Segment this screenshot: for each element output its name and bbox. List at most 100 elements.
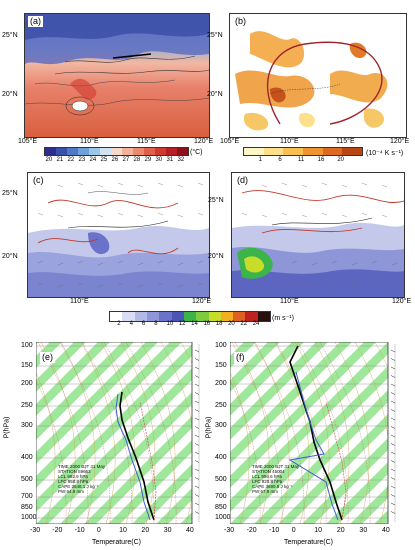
pticksE-label: 1000 — [21, 514, 37, 521]
tticksF-label: -30 — [224, 527, 235, 534]
cbarB-swatch — [263, 148, 284, 155]
tticksE-label: -30 — [30, 527, 41, 534]
panel-c: (c) — [27, 172, 210, 298]
cbarA-swatch — [89, 148, 100, 155]
cbarCD-label: 4 — [129, 321, 133, 327]
panel-f-skewt — [229, 341, 396, 525]
infoF-line: CAPE 3690.8 J kg⁻¹ — [252, 484, 293, 489]
cbarB-label: 16 — [317, 157, 325, 163]
panel-b-label: (b) — [233, 16, 248, 27]
cbarCD-swatch — [159, 312, 172, 321]
tticksF-label: 20 — [336, 527, 345, 534]
panel-e-ylabel: P(hPa) — [3, 416, 11, 439]
infoE-line: LFC 950.8 hPa — [58, 479, 89, 484]
infoF-line: PW 67.9 mm — [252, 489, 279, 494]
lon-120-b: 120°E — [390, 138, 410, 145]
infoF-line: LFC 920.8 hPa — [252, 479, 283, 484]
lat-20-b: 20°N — [207, 91, 223, 98]
panel-a-label: (a) — [28, 16, 43, 27]
colorbar-cd-unit: (m s⁻¹) — [272, 315, 294, 322]
infoF-line: TIME 2000 BJT 31 May — [252, 464, 300, 469]
pticksF-label: 850 — [215, 504, 227, 511]
tticksE-label: 30 — [163, 527, 172, 534]
cbarB-swatch — [342, 148, 363, 155]
lon-115-a: 115°E — [137, 138, 156, 145]
lat-20-a: 20°N — [2, 91, 18, 98]
cbarB-label: 20 — [337, 157, 345, 163]
infoE-line: CAPE 2548.1 J kg⁻¹ — [58, 484, 99, 489]
cbarA-label: 30 — [155, 157, 163, 163]
pticksF-label: 1000 — [215, 514, 231, 521]
tticksF-label: 40 — [382, 527, 390, 534]
tticksE-label: 20 — [141, 527, 150, 534]
pticksF-label: 250 — [215, 402, 227, 409]
tticksF-label: -20 — [246, 527, 257, 534]
lon-105-b: 105°E — [220, 138, 240, 145]
panel-a: (a) — [24, 13, 210, 138]
tticksF-label: 0 — [291, 527, 296, 534]
colorbar-a-unit: (°C) — [190, 149, 203, 156]
pticksE-label: 500 — [21, 476, 33, 483]
lat-25-c: 25°N — [2, 190, 18, 197]
colorbar-cd — [109, 311, 271, 322]
cbarA-label: 22 — [67, 157, 75, 163]
lon-120-d: 120°E — [392, 298, 412, 305]
cbarCD-label: 24 — [252, 321, 260, 327]
lat-20-d: 20°N — [208, 253, 224, 260]
pticksE-label: 300 — [21, 422, 33, 429]
cbarCD-label: 16 — [203, 321, 211, 327]
pticksF-label: 700 — [215, 493, 227, 500]
cbarCD-swatch — [208, 312, 221, 321]
cbarCD-label: 20 — [228, 321, 235, 327]
cbarA-label: 21 — [56, 157, 64, 163]
lon-115-b: 115°E — [336, 138, 355, 145]
cbarA-swatch — [122, 148, 133, 155]
cbarA-swatch — [133, 148, 144, 155]
panel-e-skewt — [35, 341, 200, 525]
cbarCD-swatch — [220, 312, 234, 321]
cbarCD-swatch — [171, 312, 184, 321]
panel-f-info: TIME 2000 BJT 31 May STATION 45004 LCL 956… — [252, 464, 299, 494]
cbarA-swatch — [56, 148, 67, 155]
cbarA-label: 27 — [122, 157, 130, 163]
cbarCD-label: 2 — [117, 321, 121, 327]
pticksE-label: 200 — [21, 380, 33, 387]
cbarCD-label: 8 — [154, 321, 158, 327]
tticksE-label: 40 — [186, 527, 194, 534]
pticksF-label: 200 — [215, 380, 227, 387]
cbarA-label: 24 — [89, 157, 97, 163]
lon-110-d: 110°E — [280, 298, 299, 305]
lon-110-c: 110°E — [70, 298, 89, 305]
cbarA-swatch — [67, 148, 78, 155]
cbarA-swatch — [177, 148, 188, 155]
cbarA-swatch — [144, 148, 155, 155]
lon-105-a: 105°E — [18, 138, 38, 145]
cbarCD-label: 18 — [215, 321, 223, 327]
cbarB-swatch — [322, 148, 343, 155]
cbarB-label: 6 — [278, 157, 282, 163]
tticksF-label: 30 — [359, 527, 368, 534]
cbarCD-label: 6 — [141, 321, 146, 327]
cbarCD-swatch — [196, 312, 209, 321]
panel-c-label: (c) — [31, 175, 46, 186]
cbarA-label: 28 — [133, 157, 141, 163]
cbarA-swatch — [155, 148, 166, 155]
pticksF-label: 300 — [215, 422, 227, 429]
cbarA-swatch — [100, 148, 111, 155]
panel-b-map — [235, 31, 388, 131]
cbarA-swatch — [166, 148, 177, 155]
pticksE-label: 150 — [21, 362, 33, 369]
cbarCD-label: 12 — [178, 321, 186, 327]
cbarB-label: 1 — [258, 157, 262, 163]
cbarCD-swatch — [122, 312, 135, 321]
cbarCD-swatch — [233, 312, 246, 321]
cbarCD-label: 10 — [166, 321, 174, 327]
infoE-line: TIME 2000 BJT 31 May — [58, 464, 106, 469]
pticksE-label: 850 — [21, 504, 33, 511]
lon-110-a: 110°E — [80, 138, 99, 145]
panel-e-xlabel: Temperature(C) — [92, 539, 142, 546]
cbarB-swatch — [283, 148, 304, 155]
cbarB-swatch — [303, 148, 323, 155]
cbarCD-swatch — [134, 312, 147, 321]
infoF-line: LCL 956.6 hPa — [252, 474, 282, 479]
